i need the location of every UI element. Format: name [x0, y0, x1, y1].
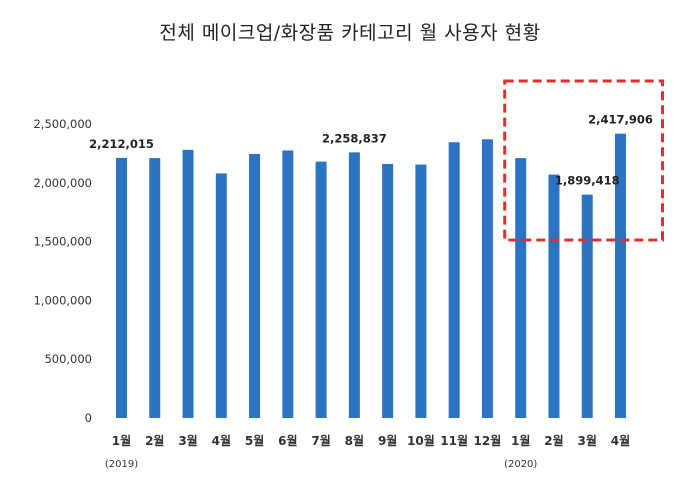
bar	[615, 133, 626, 419]
bar	[249, 153, 261, 418]
y-tick-label: 0	[85, 411, 92, 425]
x-category-label: 2월	[544, 433, 563, 448]
x-category-label: 7월	[311, 433, 330, 448]
x-category-label: 11월	[440, 433, 468, 448]
bar	[415, 164, 427, 418]
y-tick-label: 2,000,000	[33, 176, 92, 190]
bar	[315, 161, 327, 418]
bar	[382, 163, 394, 418]
bar	[149, 158, 161, 418]
bar	[116, 157, 127, 418]
chart-title: 전체 메이크업/화장품 카테고리 월 사용자 현황	[159, 22, 541, 44]
year-label: (2019)	[105, 459, 138, 470]
bar	[548, 174, 560, 418]
x-category-label: 4월	[212, 433, 231, 448]
x-category-label: 2월	[145, 433, 164, 448]
y-tick-label: 1,000,000	[33, 293, 92, 307]
x-category-label: 1월	[112, 433, 131, 448]
x-category-label: 10월	[407, 433, 435, 448]
y-tick-label: 2,500,000	[33, 117, 92, 131]
data-label: 2,258,837	[322, 131, 387, 145]
x-category-label: 5월	[245, 433, 264, 448]
x-category-label: 12월	[474, 433, 502, 448]
bar	[481, 139, 493, 418]
x-category-label: 1월	[511, 433, 530, 448]
x-category-label: 9월	[378, 433, 397, 448]
data-label: 2,212,015	[89, 137, 154, 151]
x-category-label: 6월	[278, 433, 297, 448]
bar	[182, 149, 194, 418]
bar	[215, 173, 227, 418]
x-category-label: 4월	[611, 433, 630, 448]
bar	[515, 158, 527, 418]
highlight-box	[503, 79, 665, 242]
y-tick-label: 500,000	[44, 352, 92, 366]
bar	[348, 152, 360, 418]
y-tick-label: 1,500,000	[33, 235, 92, 249]
year-label: (2020)	[504, 459, 537, 470]
bar	[448, 142, 460, 418]
x-category-label: 3월	[178, 433, 197, 448]
x-category-label: 3월	[578, 433, 597, 448]
x-category-label: 8월	[345, 433, 364, 448]
data-label: 2,417,906	[588, 113, 653, 127]
bar	[581, 194, 593, 418]
bar	[282, 150, 294, 418]
data-label: 1,899,418	[555, 174, 620, 188]
